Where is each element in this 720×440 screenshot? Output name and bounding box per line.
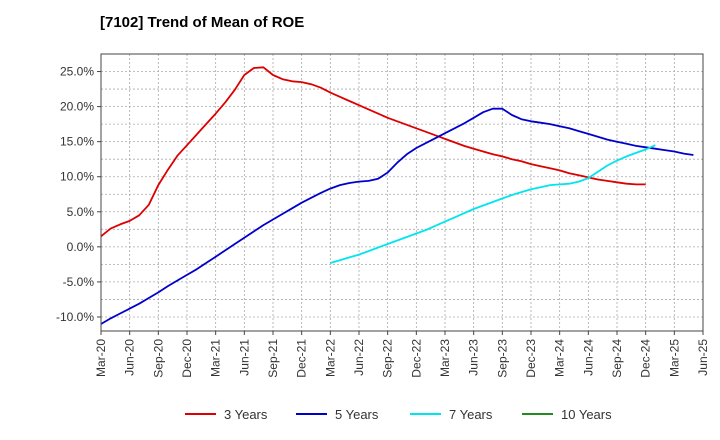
x-tick-label: Mar-23: [438, 339, 452, 377]
x-tick-label: Dec-24: [639, 339, 653, 378]
plot-area: [101, 54, 703, 331]
legend-label: 5 Years: [335, 407, 379, 422]
x-tick-label: Jun-24: [581, 339, 595, 376]
x-tick-label: Dec-23: [524, 339, 538, 378]
y-tick-label: 10.0%: [60, 170, 94, 184]
y-tick-label: 0.0%: [67, 240, 95, 254]
x-tick-label: Sep-21: [266, 339, 280, 378]
series-line-7-years: [330, 144, 656, 264]
gridlines: [100, 53, 704, 331]
series-line-3-years: [100, 66, 646, 238]
x-tick-label: Sep-24: [610, 339, 624, 378]
x-tick-label: Sep-23: [495, 339, 509, 378]
legend-label: 7 Years: [449, 407, 493, 422]
legend: 3 Years 5 Years 7 Years 10 Years: [185, 407, 612, 422]
x-tick-label: Jun-23: [467, 339, 481, 376]
y-tick-label: 5.0%: [67, 205, 95, 219]
x-tick-label: Jun-21: [237, 339, 251, 376]
x-tick-label: Mar-24: [553, 339, 567, 377]
x-tick-label: Jun-22: [352, 339, 366, 376]
x-tick-label: Mar-25: [667, 339, 681, 377]
x-tick-label: Mar-20: [94, 339, 108, 377]
series-line-5-years: [100, 107, 694, 325]
x-tick-label: Dec-20: [180, 339, 194, 378]
x-axis: Mar-20 Jun-20 Sep-20 Dec-20 Mar-21 Jun-21 Sep-…: [94, 331, 710, 378]
y-tick-label: 20.0%: [60, 100, 94, 114]
x-tick-label: Dec-21: [295, 339, 309, 378]
x-tick-label: Dec-22: [409, 339, 423, 378]
plot-frame: [100, 53, 704, 332]
x-tick-label: Sep-22: [381, 339, 395, 378]
y-axis: -10.0% -5.0% 0.0% 5.0% 10.0% 15.0% 20.0% 25.0%: [56, 65, 101, 324]
x-tick-label: Sep-20: [151, 339, 165, 378]
series-lines: [100, 66, 694, 325]
chart-title: [7102] Trend of Mean of ROE: [100, 14, 304, 31]
legend-label: 3 Years: [224, 407, 268, 422]
x-tick-label: Mar-22: [323, 339, 337, 377]
legend-label: 10 Years: [561, 407, 612, 422]
y-tick-label: -10.0%: [56, 310, 94, 324]
y-tick-label: -5.0%: [63, 275, 95, 289]
x-tick-label: Mar-21: [209, 339, 223, 377]
x-tick-label: Jun-20: [123, 339, 137, 376]
y-tick-label: 25.0%: [60, 65, 94, 79]
y-tick-label: 15.0%: [60, 135, 94, 149]
x-tick-label: Jun-25: [696, 339, 710, 376]
